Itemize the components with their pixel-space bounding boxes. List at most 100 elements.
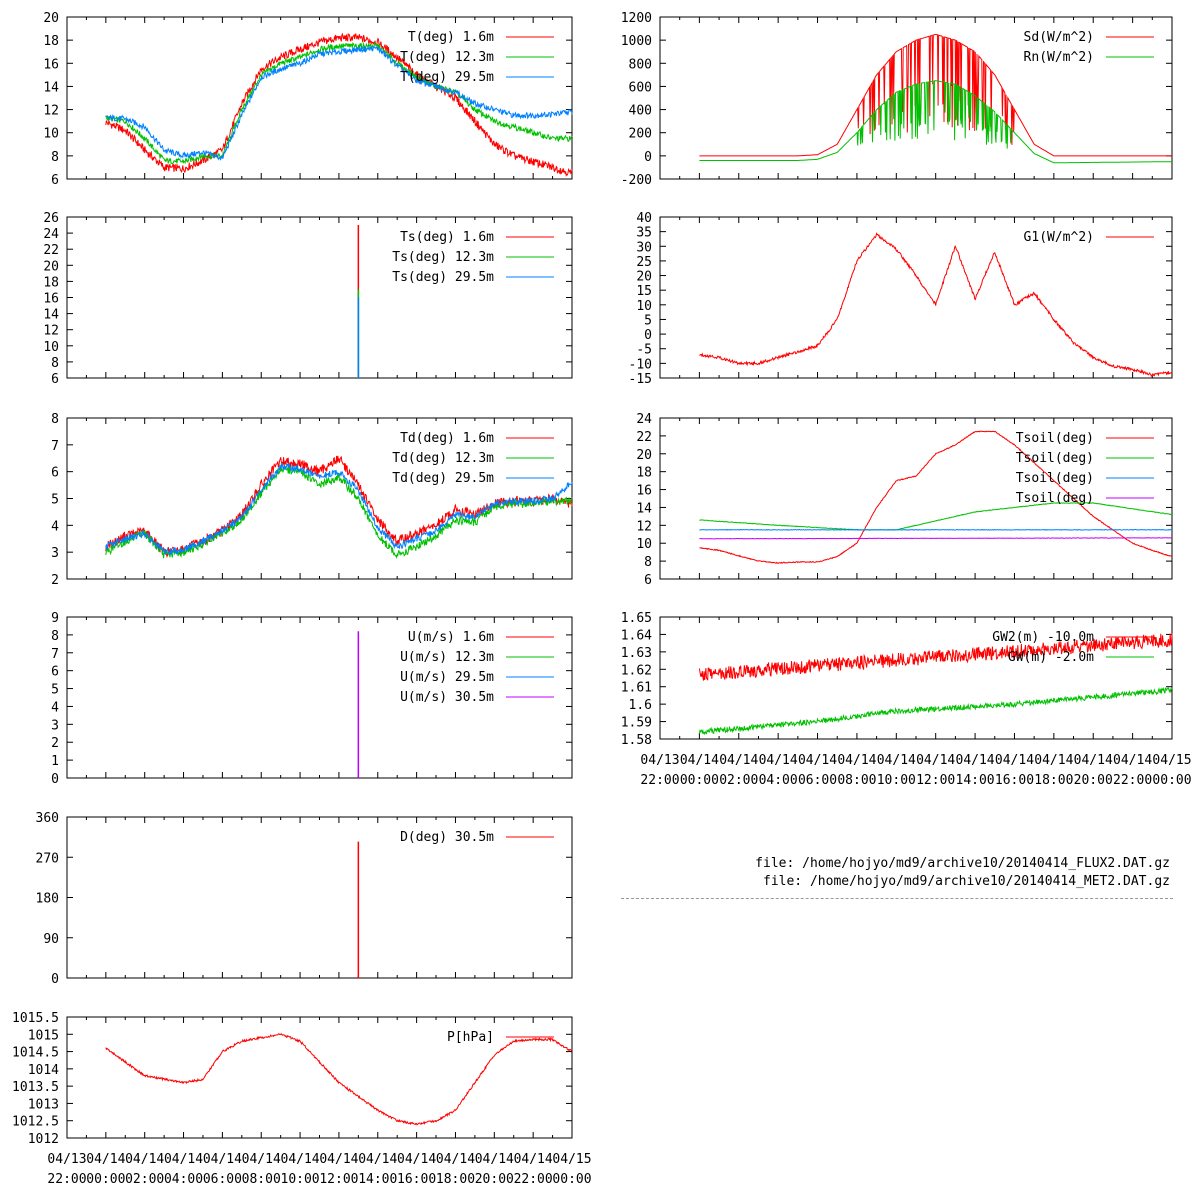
y-tick-label: 8 (644, 555, 652, 570)
series-line (105, 462, 573, 556)
x-tick-label: 18:00 (436, 1172, 475, 1187)
x-tick-label: 00:00 (680, 773, 719, 788)
y-tick-label: 8 (51, 412, 59, 427)
legend-label: T(deg) 12.3m (400, 50, 494, 65)
y-tick-label: 10 (636, 537, 652, 552)
y-tick-label: 6 (51, 173, 59, 188)
x-tick-label: 22:00 (1113, 773, 1152, 788)
x-tick-label: 04/14 (877, 753, 916, 768)
panel-wind-direction: 0 90 180 270 360 D(deg) 30.5m (36, 811, 573, 987)
x-tick-label: 04/14 (995, 753, 1034, 768)
panel-radiation: -200 0 200 400 600 800 1000 1200 Sd(W/m^2) Rn(W/m… (621, 11, 1173, 188)
x-tick-label: 06:00 (203, 1172, 242, 1187)
y-tick-label: 26 (43, 211, 59, 226)
legend-label: GW(m) -2.0m (1008, 650, 1094, 665)
series-line (699, 33, 1172, 157)
y-tick-label: 30 (636, 240, 652, 255)
y-tick-label: 15 (636, 284, 652, 299)
x-tick-label: 22:00 (640, 773, 679, 788)
legend-label: G1(W/m^2) (1024, 230, 1094, 245)
y-tick-label: 40 (636, 211, 652, 226)
y-tick-label: 1012.5 (12, 1115, 59, 1130)
x-tick-label: 04/14 (86, 1152, 125, 1167)
y-tick-label: 8 (51, 356, 59, 371)
y-tick-label: 800 (629, 57, 652, 72)
x-tick-label: 04/14 (475, 1152, 514, 1167)
x-tick-label: 04/14 (436, 1152, 475, 1167)
y-tick-label: 8 (51, 629, 59, 644)
y-tick-label: 1013 (28, 1097, 59, 1112)
source-file-flux: file: /home/hojyo/md9/archive10/20140414… (755, 856, 1170, 871)
y-tick-label: 14 (43, 80, 59, 95)
y-tick-label: 1015 (28, 1028, 59, 1043)
panel-air-temperature: 6 8 10 12 14 16 18 20 T(deg) 1.6m T(deg) 12.3m T(d… (43, 11, 573, 188)
x-tick-label: 04/14 (203, 1152, 242, 1167)
y-tick-label: 16 (636, 484, 652, 499)
y-tick-label: 90 (43, 932, 59, 947)
y-tick-label: 4 (51, 519, 59, 534)
x-tick-label: 02:00 (719, 773, 758, 788)
x-tick-label: 14:00 (956, 773, 995, 788)
legend-label: D(deg) 30.5m (400, 830, 494, 845)
y-tick-label: 1.64 (621, 628, 652, 643)
y-tick-label: -15 (629, 372, 652, 387)
y-tick-label: 12 (43, 324, 59, 339)
y-tick-label: 270 (36, 851, 59, 866)
y-tick-label: 0 (51, 772, 59, 787)
x-tick-label: 08:00 (837, 773, 876, 788)
x-tick-label: 04/13 (47, 1152, 86, 1167)
y-tick-label: 20 (636, 448, 652, 463)
y-tick-label: 1013.5 (12, 1080, 59, 1095)
y-tick-label: 1012 (28, 1132, 59, 1147)
series-line (105, 464, 573, 560)
x-tick-label: 12:00 (916, 773, 955, 788)
panel-pressure: 1012 1012.5 1013 1013.5 1014 1014.5 1015 1015.5… (12, 1011, 592, 1187)
x-tick-label: 14:00 (358, 1172, 397, 1187)
legend-label: T(deg) 29.5m (400, 70, 494, 85)
x-tick-label: 04/14 (680, 753, 719, 768)
x-tick-label: 04/14 (281, 1152, 320, 1167)
series-line (698, 633, 1173, 681)
y-tick-label: 4 (51, 700, 59, 715)
y-tick-label: 6 (51, 372, 59, 387)
y-tick-label: 1.58 (621, 733, 652, 748)
x-tick-label: 04/15 (552, 1152, 591, 1167)
y-tick-label: 18 (43, 34, 59, 49)
y-tick-label: 12 (43, 104, 59, 119)
legend-label: Tsoil(deg) (1016, 451, 1094, 466)
y-tick-label: 14 (43, 308, 59, 323)
x-tick-label: 04/13 (640, 753, 679, 768)
legend-label: Ts(deg) 1.6m (400, 230, 494, 245)
y-tick-label: 1015.5 (12, 1011, 59, 1026)
y-tick-label: 1.59 (621, 716, 652, 731)
x-tick-label: 10:00 (281, 1172, 320, 1187)
x-tick-label: 04/14 (1113, 753, 1152, 768)
legend-label: Ts(deg) 29.5m (392, 270, 494, 285)
series-line (105, 44, 573, 161)
x-tick-label: 04:00 (759, 773, 798, 788)
y-tick-label: 1 (51, 754, 59, 769)
legend-label: U(m/s) 29.5m (400, 670, 494, 685)
y-tick-label: 22 (636, 430, 652, 445)
y-tick-label: 200 (629, 127, 652, 142)
x-tick-label: 04/14 (837, 753, 876, 768)
y-tick-label: 1014 (28, 1063, 59, 1078)
x-tick-label: 00:00 (1152, 773, 1191, 788)
legend-label: GW2(m) -10.0m (992, 630, 1094, 645)
x-tick-label: 04/14 (956, 753, 995, 768)
x-tick-label: 04/14 (1034, 753, 1073, 768)
series-line (105, 455, 573, 559)
series-line (105, 41, 573, 165)
y-tick-label: 400 (629, 104, 652, 119)
plot-frame (66, 216, 573, 379)
plot-frame (66, 616, 573, 779)
x-tick-label: 00:00 (552, 1172, 591, 1187)
y-tick-label: 6 (51, 665, 59, 680)
y-tick-label: 20 (43, 11, 59, 26)
y-tick-label: 8 (51, 150, 59, 165)
x-tick-label: 16:00 (995, 773, 1034, 788)
x-tick-label: 04/14 (164, 1152, 203, 1167)
y-tick-label: 5 (51, 683, 59, 698)
